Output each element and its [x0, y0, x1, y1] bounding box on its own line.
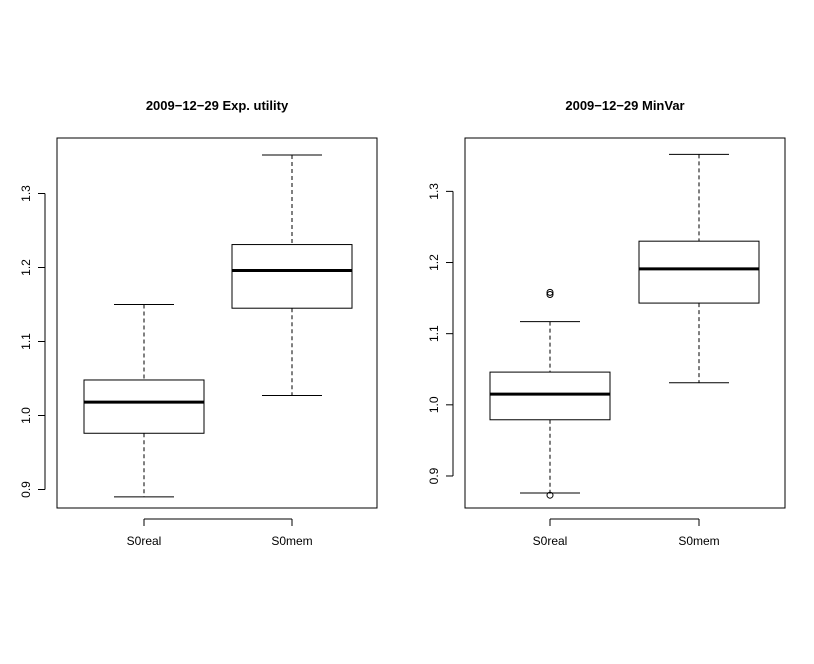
y-tick-label: 1.1	[427, 325, 441, 342]
y-tick-label: 1.2	[19, 259, 33, 276]
x-tick-label: S0mem	[271, 534, 312, 548]
chart-title: 2009−12−29 Exp. utility	[146, 98, 289, 113]
y-tick-label: 0.9	[427, 467, 441, 484]
plot-frame	[464, 137, 786, 509]
x-tick-label: S0mem	[678, 534, 719, 548]
iqr-box	[231, 244, 353, 309]
boxplot-minvar: 2009−12−29 MinVar 0.9 1.0 1.1 1.2 1.3 S0real S…	[427, 98, 786, 548]
boxplot-exp-utility: 2009−12−29 Exp. utility 0.9 1.0 1.1 1.2 1.3 S…	[19, 98, 378, 548]
iqr-box	[83, 379, 205, 434]
iqr-box	[489, 371, 611, 421]
chart-title: 2009−12−29 MinVar	[565, 98, 684, 113]
y-tick-label: 1.0	[427, 396, 441, 413]
y-tick-label: 0.9	[19, 481, 33, 498]
x-tick-label: S0real	[127, 534, 162, 548]
outlier-point	[546, 491, 554, 499]
outlier-point	[546, 288, 554, 296]
y-tick-label: 1.1	[19, 333, 33, 350]
y-tick-label: 1.0	[19, 407, 33, 424]
iqr-box	[638, 240, 760, 304]
y-tick-label: 1.3	[19, 185, 33, 202]
x-tick-label: S0real	[533, 534, 568, 548]
outlier-point	[546, 291, 554, 299]
y-tick-label: 1.2	[427, 254, 441, 271]
plot-frame	[56, 137, 378, 509]
y-tick-label: 1.3	[427, 183, 441, 200]
